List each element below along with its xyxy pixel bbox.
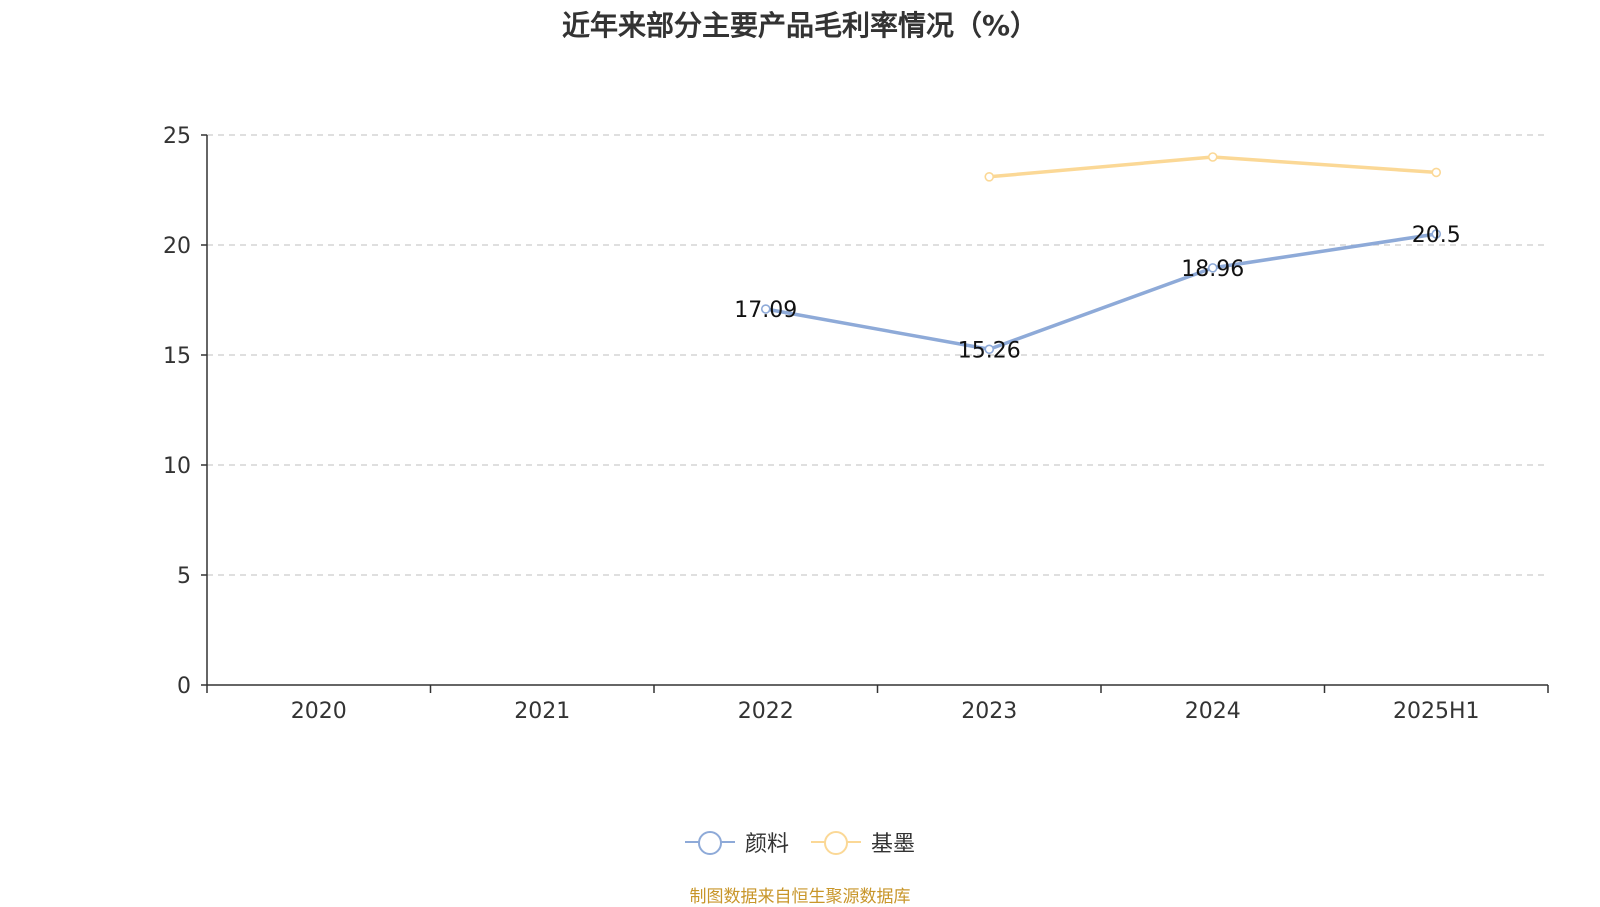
x-tick-label: 2020: [291, 699, 347, 724]
data-point: [984, 344, 995, 355]
data-point: [984, 172, 995, 182]
data-label: 17.09: [734, 298, 797, 323]
data-point: [1207, 263, 1218, 273]
data-label: 18.96: [1181, 257, 1244, 282]
line-chart: 0 5 10 15 20 25 2020 2021 2022 2023 2024 2025H1 17.0…: [163, 124, 1549, 724]
y-tick-label: 25: [163, 124, 191, 149]
legend-label: 颜料: [744, 832, 789, 857]
series-line-0: [765, 232, 1437, 352]
legend-item-ink-base[interactable]: 基墨: [811, 826, 915, 858]
chart-title: 近年来部分主要产品毛利率情况（%）: [561, 9, 1039, 42]
data-point: [1431, 167, 1442, 178]
data-point: [1431, 229, 1442, 239]
data-point: [760, 304, 771, 314]
y-tick-label: 10: [163, 454, 191, 479]
x-tick-label: 2025H1: [1393, 699, 1480, 724]
x-tick-label: 2021: [514, 699, 570, 724]
legend-marker-icon: [811, 830, 861, 855]
y-tick-label: 15: [163, 344, 191, 369]
legend-marker-icon: [684, 830, 735, 855]
data-point: [1207, 152, 1218, 162]
y-tick-label: 20: [163, 234, 191, 259]
legend: 颜料 基墨: [0, 826, 1600, 858]
x-tick-label: 2024: [1185, 699, 1241, 724]
x-tick-label: 2022: [738, 699, 794, 724]
data-label: 15.26: [958, 338, 1021, 363]
source-note: 制图数据来自恒生聚源数据库: [689, 887, 911, 907]
legend-item-pigment[interactable]: 颜料: [684, 826, 789, 858]
y-tick-label: 5: [177, 564, 191, 589]
y-tick-label: 0: [177, 674, 191, 699]
data-label: 20.5: [1412, 223, 1461, 248]
x-tick-label: 2023: [961, 699, 1017, 724]
legend-label: 基墨: [871, 832, 916, 857]
